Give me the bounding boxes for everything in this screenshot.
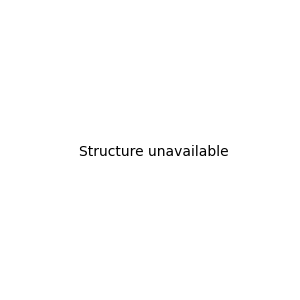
Text: Structure unavailable: Structure unavailable	[79, 145, 229, 158]
